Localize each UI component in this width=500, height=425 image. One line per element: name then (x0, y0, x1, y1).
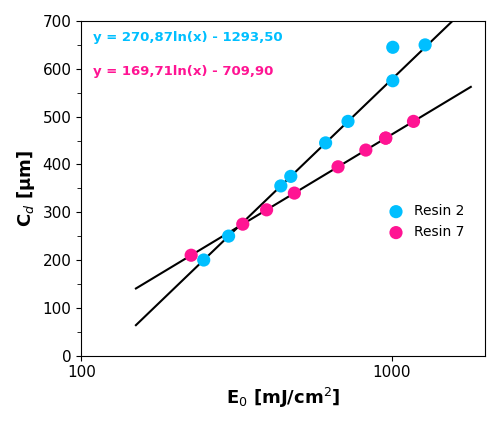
Resin 7 (239, 221, 247, 227)
Resin 2 (322, 139, 330, 146)
Resin 7 (334, 163, 342, 170)
Resin 2 (277, 182, 285, 189)
Resin 7 (382, 135, 390, 142)
Text: y = 169,71ln(x) - 709,90: y = 169,71ln(x) - 709,90 (94, 65, 274, 77)
Resin 7 (382, 135, 390, 142)
Resin 7 (290, 190, 298, 196)
Resin 2 (344, 118, 352, 125)
Resin 7 (410, 118, 418, 125)
X-axis label: E$_0$ [mJ/cm$^2$]: E$_0$ [mJ/cm$^2$] (226, 386, 340, 410)
Resin 2 (389, 77, 397, 84)
Resin 2 (287, 173, 295, 180)
Resin 2 (421, 42, 429, 48)
Resin 7 (262, 207, 270, 213)
Text: y = 270,87ln(x) - 1293,50: y = 270,87ln(x) - 1293,50 (94, 31, 283, 44)
Resin 2 (200, 257, 207, 264)
Resin 7 (187, 252, 195, 259)
Resin 2 (224, 233, 232, 240)
Legend: Resin 2, Resin 7: Resin 2, Resin 7 (376, 199, 470, 245)
Resin 7 (362, 147, 370, 153)
Resin 2 (389, 44, 397, 51)
Y-axis label: C$_d$ [μm]: C$_d$ [μm] (15, 150, 37, 227)
